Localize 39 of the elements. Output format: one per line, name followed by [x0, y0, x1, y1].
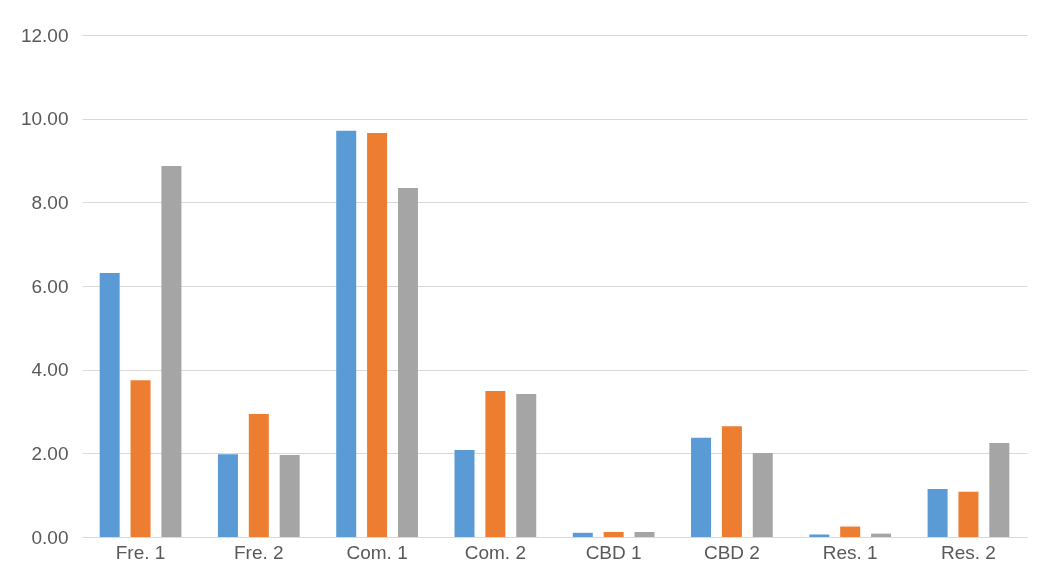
bar: [454, 449, 475, 537]
bar: [161, 165, 182, 537]
x-tick-label: Res. 2: [940, 541, 996, 563]
bar: [336, 130, 357, 537]
bar: [871, 533, 892, 537]
bar: [721, 426, 742, 537]
bar: [572, 532, 593, 537]
bar: [279, 455, 300, 537]
bar: [397, 188, 418, 537]
bar: [130, 380, 151, 537]
bar: [809, 534, 830, 537]
x-tick-label: Com. 1: [346, 541, 408, 563]
bar: [958, 491, 979, 537]
bar: [691, 437, 712, 537]
bar: [840, 526, 861, 537]
x-tick-label: Com. 2: [464, 541, 526, 563]
y-tick-label: 6.00: [31, 275, 69, 297]
bar: [603, 531, 624, 537]
y-tick-label: 12.00: [20, 24, 69, 46]
bar: [99, 273, 120, 537]
bar: [367, 132, 388, 537]
y-tick-label: 0.00: [31, 526, 69, 548]
x-tick-label: Fre. 1: [115, 541, 166, 563]
x-tick-label: Fre. 2: [234, 541, 284, 563]
bar: [485, 391, 506, 537]
bar: [927, 488, 948, 537]
x-tick-label: CBD 1: [585, 541, 642, 563]
bar: [989, 442, 1010, 537]
bar: [752, 452, 773, 537]
bar: [217, 454, 238, 537]
y-tick-label: 4.00: [31, 359, 69, 381]
y-tick-label: 2.00: [31, 442, 69, 464]
x-tick-label: CBD 2: [703, 541, 760, 563]
bar: [516, 393, 537, 537]
x-tick-label: Res. 1: [822, 541, 878, 563]
bar: [634, 531, 655, 537]
y-tick-label: 8.00: [31, 191, 69, 213]
y-tick-label: 10.00: [20, 108, 69, 130]
bar: [248, 414, 269, 537]
